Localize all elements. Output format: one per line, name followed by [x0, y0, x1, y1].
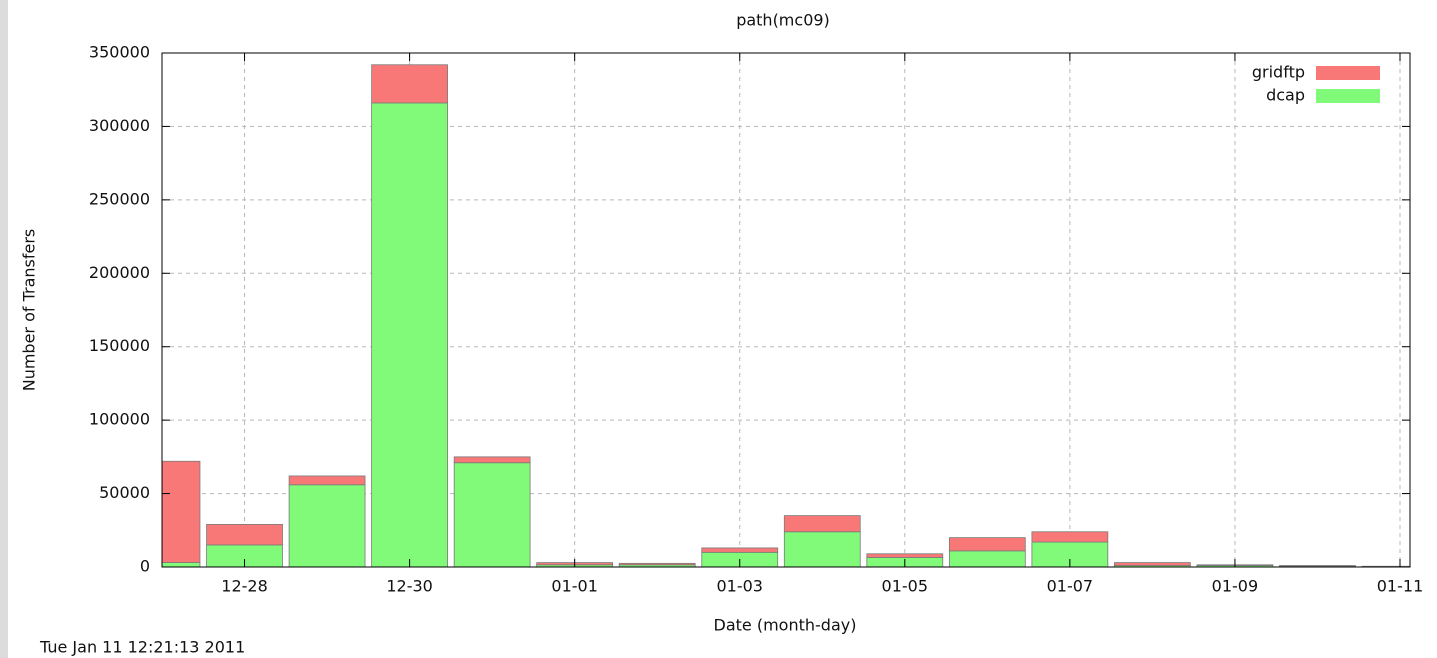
y-tick-label: 0 — [140, 557, 150, 576]
x-tick-label: 12-30 — [386, 577, 433, 596]
plot-frame — [161, 52, 1411, 568]
x-axis-label: Date (month-day) — [714, 616, 857, 635]
x-tick-label: 01-01 — [551, 577, 598, 596]
bar-segment — [948, 550, 1026, 567]
bar-segment — [288, 475, 366, 486]
chart-title: path(mc09) — [736, 11, 830, 30]
legend: gridftp dcap — [1252, 63, 1380, 105]
legend-swatch — [1316, 89, 1380, 103]
bar-segment — [866, 553, 944, 558]
bar-segment — [1031, 531, 1109, 543]
x-tick-label: 01-07 — [1047, 577, 1094, 596]
bar-segment — [371, 102, 448, 567]
bar-segment — [783, 515, 861, 533]
legend-label: dcap — [1266, 86, 1305, 105]
bar-segment — [371, 64, 448, 104]
y-tick-label: 150000 — [89, 336, 150, 355]
bar-segment — [453, 456, 531, 464]
y-tick-label: 100000 — [89, 410, 150, 429]
bar-segment — [1114, 562, 1191, 566]
y-axis-label: Number of Transfers — [20, 229, 39, 392]
x-tick-label: 01-05 — [882, 577, 929, 596]
y-tick-label: 300000 — [89, 116, 150, 135]
footer: Tue Jan 11 12:21:13 2011 — [39, 638, 245, 657]
bar-segment — [783, 531, 861, 567]
bar-segment — [701, 547, 779, 553]
bar-segment — [162, 562, 201, 567]
legend-swatch — [1316, 66, 1380, 80]
y-tick-label: 200000 — [89, 263, 150, 282]
x-tick-label: 01-09 — [1212, 577, 1259, 596]
bar-segment — [453, 462, 531, 567]
x-tick-label: 01-03 — [716, 577, 763, 596]
bar-segment — [618, 562, 696, 566]
y-tick-label: 50000 — [99, 483, 150, 502]
y-tick-label: 250000 — [89, 189, 150, 208]
x-tick-label: 01-11 — [1377, 577, 1424, 596]
bar-segment — [206, 524, 283, 546]
side-strip — [0, 0, 8, 658]
legend-label: gridftp — [1252, 63, 1305, 82]
bars — [162, 64, 1410, 567]
y-tick-label: 350000 — [89, 43, 150, 62]
bar-segment — [162, 460, 201, 563]
x-tick-label: 12-28 — [221, 577, 268, 596]
bar-segment — [288, 484, 366, 567]
bar-segment — [948, 537, 1026, 552]
